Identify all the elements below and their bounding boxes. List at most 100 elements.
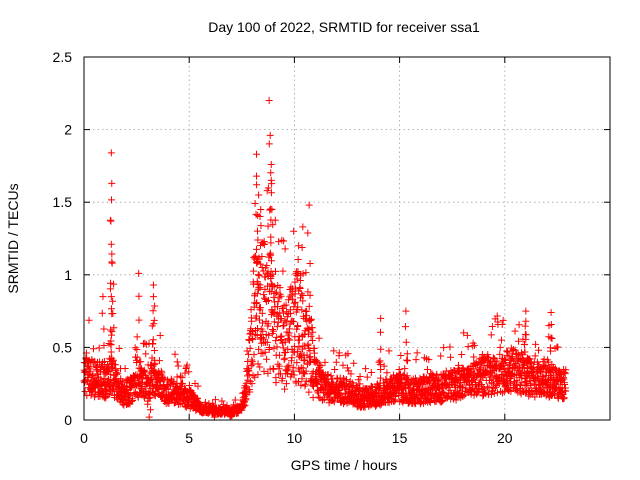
data-point	[149, 336, 157, 344]
data-point	[264, 296, 272, 304]
data-point	[100, 374, 108, 382]
data-point	[169, 378, 177, 386]
data-point	[249, 336, 257, 344]
data-point	[257, 222, 265, 230]
data-point	[313, 379, 321, 387]
data-point	[523, 364, 531, 372]
data-point	[253, 227, 261, 235]
data-point	[350, 359, 358, 367]
data-point	[109, 309, 117, 317]
y-axis-label: SRMTID / TECUs	[5, 183, 21, 293]
data-point	[173, 358, 181, 366]
data-point	[305, 388, 313, 396]
data-point	[280, 356, 288, 364]
data-point	[547, 309, 555, 317]
data-point	[469, 374, 477, 382]
data-point	[440, 344, 448, 352]
y-tick-label: 1.5	[53, 194, 73, 210]
data-point	[401, 323, 409, 331]
axis-ticks: 0 5 10 15 20 0 0.5 1 1.5 2 2.5	[53, 49, 610, 446]
data-point	[253, 181, 261, 189]
data-point	[194, 382, 202, 390]
data-point	[126, 391, 134, 399]
data-point	[278, 332, 286, 340]
data-point	[156, 381, 164, 389]
data-point	[470, 353, 478, 361]
data-point	[255, 191, 263, 199]
data-point	[319, 396, 327, 404]
data-point	[558, 370, 566, 378]
data-point	[101, 394, 109, 402]
data-point	[460, 329, 468, 337]
data-point	[265, 97, 273, 105]
data-point	[258, 263, 266, 271]
data-point	[265, 344, 273, 352]
data-point	[295, 336, 303, 344]
data-point	[287, 283, 295, 291]
data-point	[267, 176, 275, 184]
data-point	[511, 327, 519, 335]
data-point	[133, 333, 141, 341]
data-point	[413, 349, 421, 357]
data-point	[392, 393, 400, 401]
data-point	[285, 325, 293, 333]
data-point	[267, 280, 275, 288]
data-point	[281, 317, 289, 325]
data-points	[80, 97, 570, 421]
data-point	[293, 348, 301, 356]
data-point	[183, 361, 191, 369]
data-point	[470, 341, 478, 349]
data-point	[518, 349, 526, 357]
data-point	[241, 401, 249, 409]
data-point	[108, 250, 116, 258]
data-point	[335, 349, 343, 357]
data-point	[277, 292, 285, 300]
data-point	[106, 216, 114, 224]
data-point	[264, 320, 272, 328]
data-point	[290, 299, 298, 307]
data-point	[548, 334, 556, 342]
data-point	[503, 385, 511, 393]
data-point	[522, 378, 530, 386]
data-point	[211, 396, 219, 404]
data-point	[294, 303, 302, 311]
data-point	[108, 259, 116, 267]
data-point	[115, 344, 123, 352]
data-point	[174, 362, 182, 370]
data-point	[289, 363, 297, 371]
data-point	[284, 370, 292, 378]
data-point	[263, 355, 271, 363]
data-point	[312, 379, 320, 387]
y-tick-label: 0	[64, 412, 72, 428]
data-point	[258, 309, 266, 317]
data-point	[331, 365, 339, 373]
data-point	[531, 352, 539, 360]
data-point	[546, 344, 554, 352]
data-point	[273, 343, 281, 351]
data-point	[493, 357, 501, 365]
data-point	[100, 358, 108, 366]
data-point	[290, 227, 298, 235]
data-point	[284, 365, 292, 373]
data-point	[521, 322, 529, 330]
data-point	[527, 382, 535, 390]
data-point	[93, 364, 101, 372]
y-tick-label: 1	[64, 267, 72, 283]
data-point	[253, 172, 261, 180]
data-point	[545, 333, 553, 341]
data-point	[562, 387, 570, 395]
data-point	[403, 357, 411, 365]
data-point	[439, 388, 447, 396]
data-point	[295, 242, 303, 250]
data-point	[133, 345, 141, 353]
data-point	[512, 380, 520, 388]
data-point	[110, 280, 118, 288]
data-point	[367, 369, 375, 377]
data-point	[474, 389, 482, 397]
data-point	[429, 384, 437, 392]
data-point	[433, 370, 441, 378]
data-point	[504, 348, 512, 356]
data-point	[134, 393, 142, 401]
data-point	[268, 206, 276, 214]
data-point	[363, 373, 371, 381]
